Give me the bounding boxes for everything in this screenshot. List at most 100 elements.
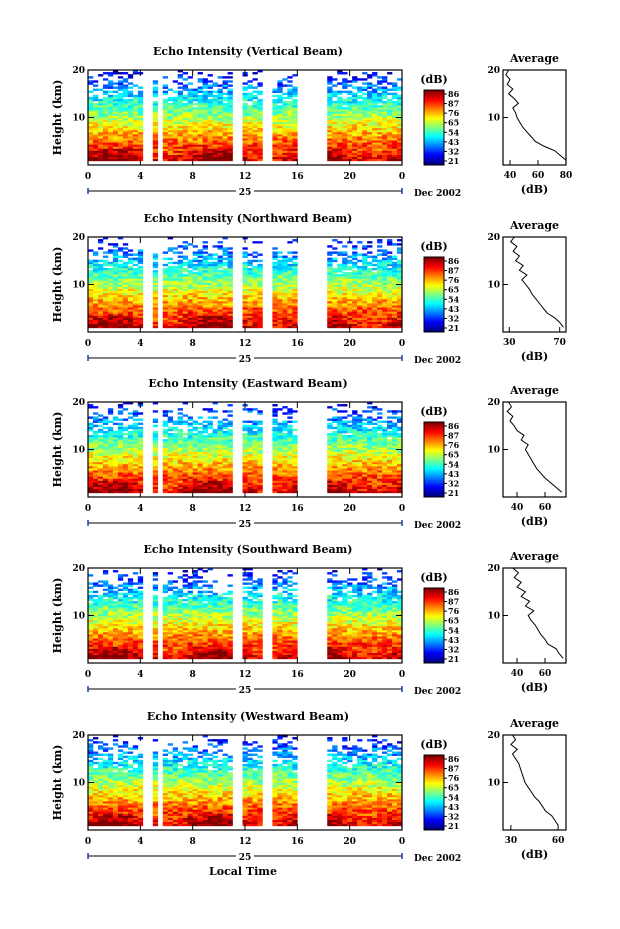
colorbar-segment <box>424 805 444 808</box>
average-y-tick-label: 20 <box>487 398 500 408</box>
colorbar-tick-label: 32 <box>448 478 459 488</box>
colorbar-segment <box>424 320 444 324</box>
colorbar-segment <box>424 101 444 104</box>
date-label: Dec 2002 <box>414 687 461 697</box>
colorbar-segment <box>424 313 444 316</box>
colorbar-frame <box>423 256 445 333</box>
x-tick-label: 20 <box>343 339 356 349</box>
colorbar-segment <box>424 597 444 600</box>
colorbar-segment <box>424 614 444 617</box>
average-y-tick-label: 20 <box>487 233 500 243</box>
x-tick-label: 12 <box>239 339 252 349</box>
colorbar-tick-label: 21 <box>448 156 459 166</box>
colorbar-tick-label: 76 <box>448 440 460 450</box>
colorbar-segment <box>424 93 444 97</box>
x-tick-label: 0 <box>85 837 91 847</box>
colorbar-tick-label: 87 <box>448 99 459 109</box>
colorbar-segment <box>424 631 444 634</box>
colorbar-segment <box>424 103 444 106</box>
average-profile-line <box>509 236 564 328</box>
colorbar-segment <box>424 816 444 820</box>
colorbar-segment <box>424 785 444 788</box>
colorbar-segment <box>424 618 444 621</box>
colorbar-segment <box>424 616 444 619</box>
colorbar-segment <box>424 483 444 487</box>
colorbar-segment <box>424 783 444 786</box>
average-y-tick-label: 10 <box>487 446 500 456</box>
average-x-tick-label: 70 <box>553 338 566 348</box>
colorbar-tick-label: 86 <box>448 587 460 597</box>
colorbar-segment <box>424 427 444 430</box>
x-tick-label: 0 <box>399 837 405 847</box>
colorbar-segment <box>424 150 444 153</box>
colorbar-segment <box>424 595 444 598</box>
colorbar-segment <box>424 815 444 818</box>
colorbar-segment <box>424 621 444 625</box>
x-tick-label: 0 <box>85 172 91 182</box>
colorbar-tick-label: 54 <box>448 127 460 137</box>
colorbar-segment <box>424 163 444 166</box>
colorbar-segment <box>424 450 444 453</box>
colorbar-segment <box>424 601 444 604</box>
average-x-tick-label: 40 <box>511 503 524 513</box>
colorbar-segment <box>424 758 444 762</box>
x-tick-label: 16 <box>291 504 304 514</box>
colorbar-tick-label: 54 <box>448 625 460 635</box>
panel-2: Echo Intensity (Eastward Beam) 20 10 Height… <box>51 377 567 531</box>
y-axis-label: Height (km) <box>51 745 64 821</box>
colorbar-segment <box>424 309 444 312</box>
colorbar-segment <box>424 796 444 799</box>
x-tick-label: 12 <box>239 172 252 182</box>
average-x-tick-label: 40 <box>511 669 524 679</box>
colorbar-segment <box>424 612 444 615</box>
colorbar-segment <box>424 633 444 636</box>
colorbar-tick-label: 65 <box>448 783 459 793</box>
average-y-tick-label: 10 <box>487 779 500 789</box>
average-x-tick-label: 60 <box>539 669 552 679</box>
colorbar-segment <box>424 794 444 797</box>
x-tick-label: 16 <box>291 670 304 680</box>
colorbar-segment <box>424 97 444 100</box>
colorbar-segment <box>424 296 444 299</box>
y-tick-label: 10 <box>72 281 85 291</box>
colorbar-segment <box>424 118 444 121</box>
colorbar-segment <box>424 790 444 793</box>
average-x-label: (dB) <box>521 350 548 363</box>
colorbar-segment <box>424 330 444 333</box>
colorbar-frame <box>423 754 445 831</box>
colorbar-segment <box>424 756 444 760</box>
x-tick-label: 4 <box>137 172 143 182</box>
average-x-tick-label: 40 <box>504 171 517 181</box>
date-day-bg <box>236 518 254 528</box>
date-day-bg <box>236 353 254 363</box>
x-tick-label: 16 <box>291 339 304 349</box>
average-x-label: (dB) <box>521 183 548 196</box>
colorbar-segment <box>424 423 444 427</box>
average-frame <box>502 69 567 166</box>
colorbar-tick-label: 43 <box>448 635 460 645</box>
date-day-bg <box>236 186 254 196</box>
x-tick-label: 0 <box>85 339 91 349</box>
colorbar-segment <box>424 114 444 117</box>
colorbar-segment <box>424 638 444 641</box>
panel-title: Echo Intensity (Northward Beam) <box>144 212 353 225</box>
colorbar-segment <box>424 326 444 329</box>
colorbar-tick-label: 21 <box>448 821 459 831</box>
colorbar-segment <box>424 818 444 822</box>
colorbar-segment <box>424 493 444 496</box>
colorbar-segment <box>424 273 444 277</box>
colorbar-segment <box>424 786 444 790</box>
y-tick-label: 20 <box>72 731 85 741</box>
colorbar-segment <box>424 257 444 260</box>
colorbar-segment <box>424 144 444 147</box>
date-day: 25 <box>239 686 252 696</box>
colorbar-segment <box>424 770 444 773</box>
colorbar-segment <box>424 112 444 115</box>
colorbar-segment <box>424 651 444 655</box>
y-tick-label: 20 <box>72 233 85 243</box>
average-title: Average <box>509 384 559 397</box>
colorbar-segment <box>424 459 444 462</box>
colorbar-segment <box>424 446 444 449</box>
average-title: Average <box>509 717 559 730</box>
colorbar-segment <box>424 300 444 303</box>
